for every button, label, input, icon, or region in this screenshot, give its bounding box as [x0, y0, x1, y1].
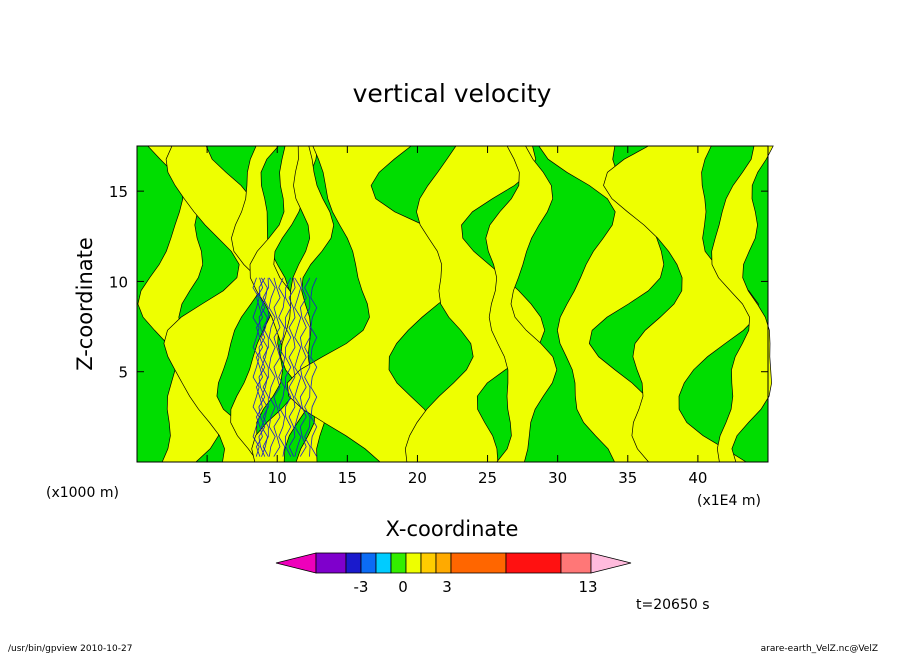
- colorbar-swatch-10: [505, 552, 562, 574]
- x-unit-right: (x1E4 m): [697, 493, 761, 509]
- colorbar-swatch-7: [420, 552, 437, 574]
- colorbar-swatch-4: [375, 552, 392, 574]
- plot-frame: [136, 145, 769, 463]
- noise-contour-7: [284, 277, 292, 457]
- positive-regions: [137, 145, 774, 463]
- colorbar-swatch-3: [360, 552, 377, 574]
- colorbar-swatch-5: [390, 552, 407, 574]
- y-tick-label-3: 15: [109, 183, 128, 201]
- noise-contour-4: [268, 277, 276, 457]
- colorbar-swatch-11: [560, 552, 592, 574]
- x-axis-label: X-coordinate: [386, 517, 519, 541]
- colorbar-swatch-2: [345, 552, 362, 574]
- noise-contour-2: [258, 277, 266, 457]
- x-tick-label-2: 10: [268, 469, 287, 487]
- colorbar-label-3: 3: [442, 578, 452, 596]
- noise-contour-10: [299, 277, 307, 457]
- noise-contour-5: [273, 277, 281, 457]
- chart-title: vertical velocity: [353, 79, 552, 108]
- y-axis-label: Z-coordinate: [73, 237, 97, 371]
- y-tick-labels: 5 10 15: [109, 183, 128, 382]
- positive-band-11: [711, 145, 774, 463]
- colorbar-swatch-6: [405, 552, 422, 574]
- plot-area: [136, 145, 774, 463]
- colorbar-label-4: 13: [578, 578, 597, 596]
- noise-contour-12: [310, 277, 318, 457]
- colorbar-labels: -3 0 3 13: [354, 578, 598, 596]
- footer-right: arare-earth_VelZ.nc@VelZ: [761, 644, 878, 654]
- colorbar-arrow-right: [590, 552, 632, 574]
- noise-contour-3: [262, 277, 269, 457]
- noise-contour-11: [304, 277, 311, 457]
- y-tick-label-2: 10: [109, 273, 128, 291]
- noise-contour-8: [288, 277, 296, 457]
- x-tick-label-4: 20: [408, 469, 427, 487]
- x-tick-label-1: 5: [202, 469, 212, 487]
- noise-contour-14: [260, 277, 268, 457]
- noise-contour-13: [255, 277, 264, 457]
- colorbar-swatch-8: [435, 552, 452, 574]
- x-tick-label-3: 15: [338, 469, 357, 487]
- noise-contour-9: [294, 277, 302, 457]
- noise-contour-1: [252, 277, 260, 457]
- footer-left: /usr/bin/gpview 2010-10-27: [8, 644, 132, 654]
- colorbar-label-2: 0: [398, 578, 408, 596]
- colorbar-arrow-left: [275, 552, 317, 574]
- colorbar: [275, 552, 632, 574]
- y-tick-label-1: 5: [118, 364, 128, 382]
- small-scale-features: [252, 277, 318, 457]
- x-tick-label-5: 25: [478, 469, 497, 487]
- x-tick-label-8: 40: [688, 469, 707, 487]
- colorbar-swatch-9: [450, 552, 507, 574]
- x-unit-left: (x1000 m): [46, 485, 119, 501]
- noise-contour-6: [278, 277, 286, 457]
- time-label: t=20650 s: [636, 597, 710, 613]
- colorbar-swatch-1: [315, 552, 347, 574]
- colorbar-label-1: -3: [354, 578, 369, 596]
- axis-ticks: [137, 146, 768, 462]
- x-tick-labels: 5 10 15 20 25 30 35 40: [202, 469, 707, 487]
- x-tick-label-6: 30: [548, 469, 567, 487]
- x-tick-label-7: 35: [618, 469, 637, 487]
